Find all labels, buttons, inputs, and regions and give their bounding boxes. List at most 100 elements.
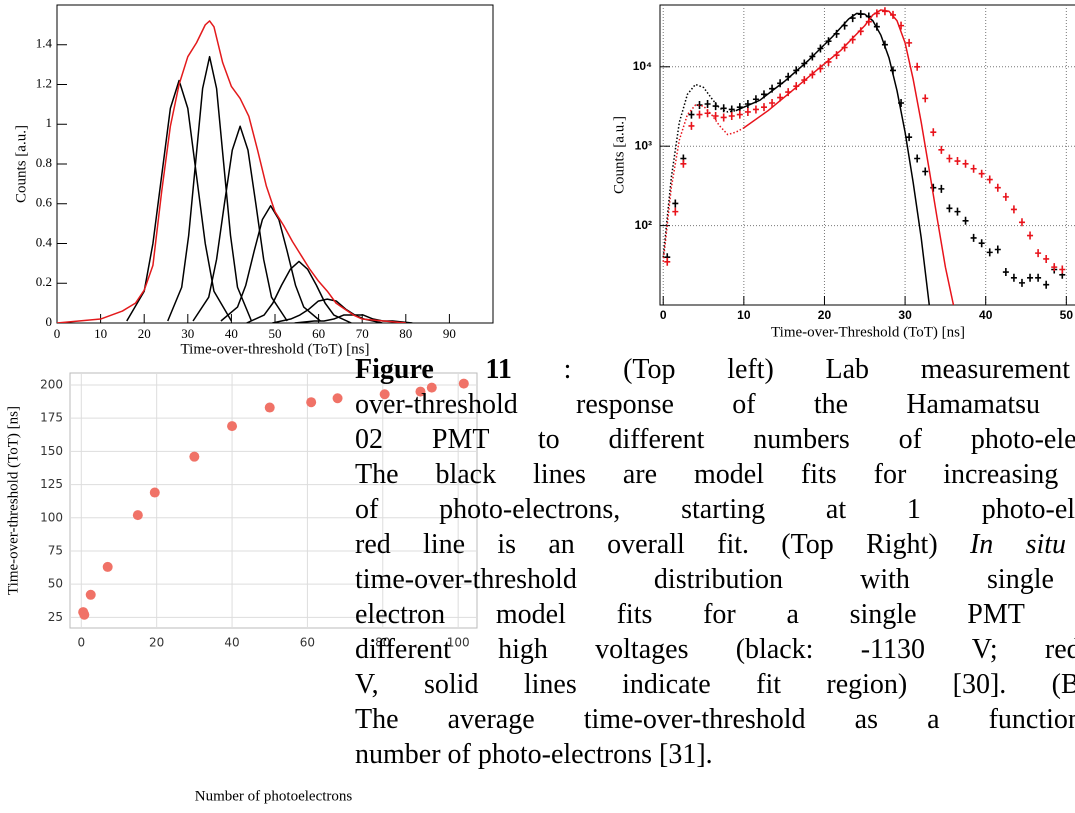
- line-series: [743, 9, 955, 305]
- data-point: [930, 128, 937, 137]
- x-axis-label: Number of photoelectrons: [195, 788, 353, 804]
- caption-text: V, solid lines indicate fit region) [30]…: [355, 669, 1075, 700]
- y-tick-label: 0.4: [36, 234, 53, 249]
- y-tick-label: 1.2: [36, 75, 52, 90]
- data-point: [922, 94, 929, 103]
- data-point: [994, 245, 1001, 254]
- data-point: [712, 112, 719, 121]
- data-point: [1035, 249, 1042, 258]
- x-tick-label: 60: [312, 326, 325, 341]
- caption-text: over-threshold response of the Hamamatsu…: [355, 389, 1075, 420]
- data-point: [978, 239, 985, 248]
- data-point: [1043, 280, 1050, 289]
- point: [379, 389, 390, 400]
- point: [426, 382, 437, 393]
- data-point: [696, 101, 703, 110]
- line-series: [662, 83, 736, 258]
- data-point: [914, 154, 921, 163]
- data-point: [1010, 273, 1017, 282]
- data-point: [970, 164, 977, 173]
- y-tick-label: 1: [46, 115, 53, 130]
- line-series: [246, 260, 352, 323]
- data-point: [664, 257, 671, 266]
- caption-line: Figure 11 : (Top left) Lab measurement o…: [355, 352, 1075, 387]
- line-series: [662, 104, 745, 262]
- caption-line: of photo-electrons, starting at 1 photo-…: [355, 492, 1075, 527]
- data-point: [954, 157, 961, 166]
- y-tick-label: 0: [46, 314, 53, 329]
- x-tick-label: 0: [77, 636, 85, 650]
- y-tick-label: 0.6: [36, 195, 53, 210]
- plot-frame: [69, 372, 478, 629]
- data-point: [865, 17, 872, 26]
- y-tick-label: 10⁴: [633, 59, 652, 73]
- x-axis-label: Time-over-Threshold (ToT) [ns]: [771, 324, 965, 340]
- point: [306, 397, 317, 408]
- caption-text: of photo-electrons, starting at 1 photo-…: [355, 494, 1075, 525]
- x-tick-label: 80: [375, 636, 390, 650]
- x-tick-label: 90: [443, 326, 456, 341]
- x-tick-label: 80: [399, 326, 412, 341]
- y-tick-label: 175: [40, 411, 63, 425]
- x-tick-label: 30: [898, 308, 912, 322]
- caption-line: number of photo-electrons [31].: [355, 737, 1075, 772]
- x-tick-label: 50: [269, 326, 282, 341]
- plot-area: [57, 20, 413, 323]
- data-point: [962, 216, 969, 225]
- line-series: [735, 12, 931, 305]
- y-tick-label: 200: [40, 377, 63, 391]
- plot-area: [78, 378, 469, 620]
- data-point: [712, 102, 719, 111]
- data-point: [1002, 268, 1009, 277]
- caption-line: The black lines are model fits for incre…: [355, 457, 1075, 492]
- y-tick-label: 1.4: [36, 36, 53, 51]
- data-point: [906, 133, 913, 142]
- caption-line: different high voltages (black: -1130 V;…: [355, 632, 1075, 667]
- x-tick-label: 0: [660, 308, 667, 322]
- x-tick-label: 40: [979, 308, 993, 322]
- data-point: [672, 207, 679, 216]
- y-axis-label: Counts [a.u.]: [611, 116, 627, 194]
- y-tick-label: 150: [40, 444, 63, 458]
- data-point: [1027, 231, 1034, 240]
- y-tick-label: 50: [48, 577, 63, 591]
- data-point: [1018, 218, 1025, 227]
- caption-line: electron model fits for a single PMT ope…: [355, 597, 1075, 632]
- data-point: [720, 104, 727, 113]
- data-point: [1035, 273, 1042, 282]
- point: [458, 378, 469, 389]
- caption-text: red line is an overall fit. (Top Right): [355, 529, 970, 560]
- point: [102, 561, 113, 572]
- x-axis-label: Time-over-threshold (ToT) [ns]: [181, 341, 370, 357]
- x-tick-label: 100: [447, 636, 470, 650]
- x-tick-label: 20: [818, 308, 832, 322]
- x-tick-label: 10: [737, 308, 751, 322]
- x-tick-label: 40: [224, 636, 239, 650]
- caption-text: 02 PMT to different numbers of photo-ele…: [355, 424, 1075, 455]
- data-point: [688, 110, 695, 119]
- data-point: [736, 110, 743, 119]
- data-point: [728, 112, 735, 121]
- y-tick-label: 125: [40, 477, 63, 491]
- y-tick-label: 100: [40, 510, 63, 524]
- data-point: [986, 175, 993, 184]
- data-point: [1018, 278, 1025, 287]
- data-point: [938, 145, 945, 154]
- y-axis-label: Counts [a.u.]: [13, 125, 29, 203]
- data-point: [1002, 192, 1009, 201]
- x-tick-label: 50: [1060, 308, 1074, 322]
- caption-line: 02 PMT to different numbers of photo-ele…: [355, 422, 1075, 457]
- data-point: [914, 62, 921, 71]
- data-point: [922, 167, 929, 176]
- x-tick-label: 0: [54, 326, 61, 341]
- data-point: [1027, 273, 1034, 282]
- line-series: [192, 125, 288, 322]
- caption-line: time-over-threshold distribution with si…: [355, 562, 1075, 597]
- point: [332, 393, 343, 404]
- data-point: [680, 159, 687, 168]
- point: [227, 421, 238, 432]
- point: [189, 451, 200, 462]
- data-point: [696, 110, 703, 119]
- x-tick-label: 20: [138, 326, 151, 341]
- caption-text: electron model fits for a single PMT ope…: [355, 599, 1075, 630]
